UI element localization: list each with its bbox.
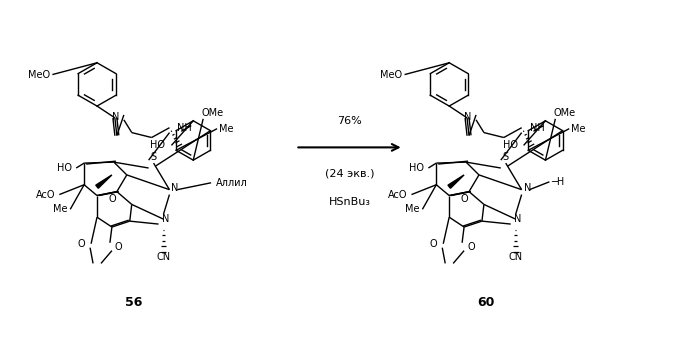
Text: HO: HO bbox=[410, 163, 424, 173]
Text: HO: HO bbox=[503, 140, 518, 150]
Text: MeO: MeO bbox=[28, 70, 50, 79]
Text: O: O bbox=[467, 242, 475, 252]
Text: HO: HO bbox=[57, 163, 72, 173]
Polygon shape bbox=[96, 175, 112, 188]
Text: HO: HO bbox=[150, 140, 166, 150]
Text: 60: 60 bbox=[477, 296, 495, 309]
Text: MeO: MeO bbox=[380, 70, 403, 79]
Text: N: N bbox=[514, 214, 521, 224]
Text: CN: CN bbox=[509, 251, 523, 262]
Text: Me: Me bbox=[52, 204, 67, 214]
Text: Me: Me bbox=[405, 204, 419, 214]
Text: 76%: 76% bbox=[337, 116, 362, 126]
Text: ─H: ─H bbox=[552, 177, 565, 187]
Text: O: O bbox=[108, 194, 116, 204]
Text: 56: 56 bbox=[125, 296, 143, 309]
Text: NH: NH bbox=[530, 123, 545, 133]
Text: Me: Me bbox=[219, 124, 233, 134]
Text: O: O bbox=[115, 242, 122, 252]
Text: AcO: AcO bbox=[36, 190, 55, 199]
Text: Me: Me bbox=[571, 124, 586, 134]
Text: O: O bbox=[460, 194, 468, 204]
Text: N: N bbox=[171, 183, 179, 193]
Text: N: N bbox=[161, 214, 169, 224]
Text: S: S bbox=[150, 152, 157, 162]
Text: N: N bbox=[113, 112, 120, 122]
Text: AcO: AcO bbox=[388, 190, 408, 199]
Text: NH: NH bbox=[178, 123, 192, 133]
Text: O: O bbox=[78, 239, 85, 249]
Text: N: N bbox=[464, 112, 472, 122]
Text: OMe: OMe bbox=[201, 108, 223, 118]
Text: (24 экв.): (24 экв.) bbox=[325, 169, 374, 179]
Polygon shape bbox=[448, 175, 464, 188]
Text: Аллил: Аллил bbox=[216, 178, 248, 188]
Text: CN: CN bbox=[157, 251, 171, 262]
Text: S: S bbox=[503, 152, 509, 162]
Text: HSnBu₃: HSnBu₃ bbox=[329, 197, 370, 207]
Text: OMe: OMe bbox=[554, 108, 575, 118]
Text: N: N bbox=[524, 183, 531, 193]
Text: O: O bbox=[430, 239, 438, 249]
